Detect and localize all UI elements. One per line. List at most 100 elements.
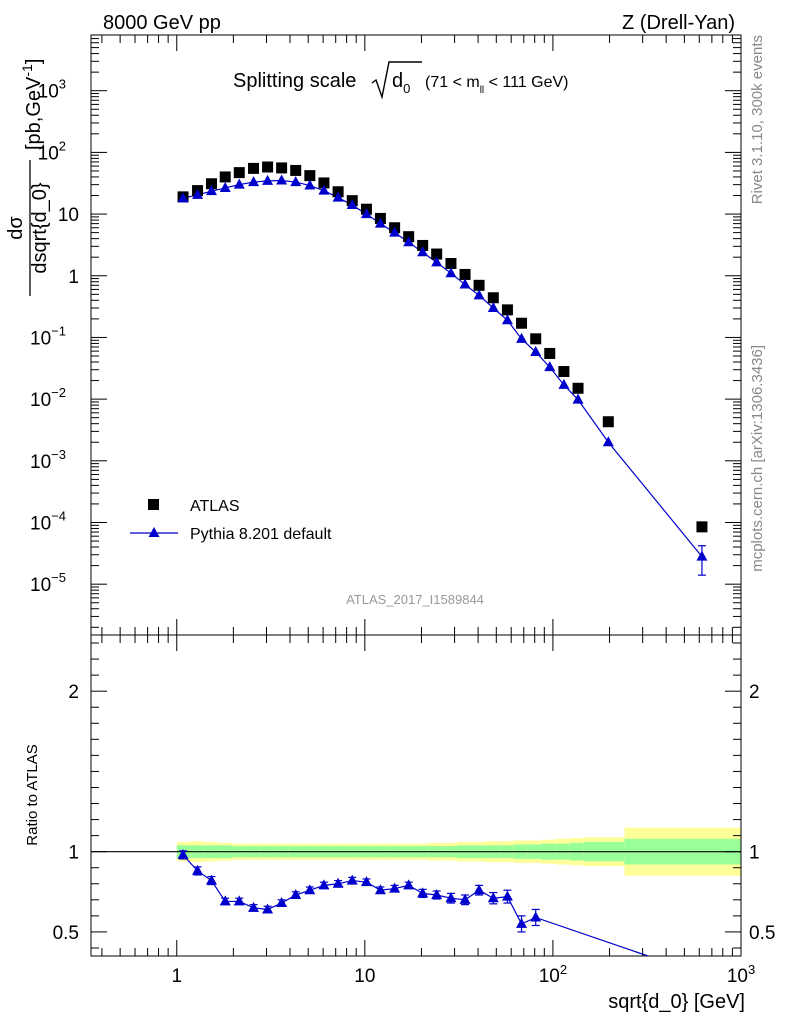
pythia-marker xyxy=(530,346,542,357)
atlas-marker xyxy=(219,171,231,183)
pythia-marker xyxy=(431,256,443,267)
pythia-marker xyxy=(572,393,584,404)
atlas-marker xyxy=(233,167,245,179)
atlas-marker xyxy=(696,521,708,533)
ratio-marker xyxy=(374,884,386,895)
ratio-y-tick-label-left: 1 xyxy=(68,843,79,864)
pythia-marker xyxy=(205,185,217,196)
pythia-marker xyxy=(374,217,386,228)
atlas-marker xyxy=(501,304,513,316)
atlas-marker xyxy=(262,161,274,173)
ratio-marker xyxy=(304,884,316,895)
atlas-marker xyxy=(205,178,217,190)
ratio-marker xyxy=(417,887,429,898)
atlas-marker xyxy=(445,258,457,270)
ratio-marker xyxy=(177,848,189,859)
ratio-marker xyxy=(248,901,260,912)
x-tick-label: 1 xyxy=(171,966,182,987)
analysis-id: ATLAS_2017_I1589844 xyxy=(346,592,484,607)
ratio-marker xyxy=(389,882,401,893)
pythia-marker xyxy=(248,176,260,187)
pythia-marker xyxy=(558,378,570,389)
pythia-marker xyxy=(177,192,189,203)
y-tick-label: 10−4 xyxy=(30,508,66,534)
ratio-marker xyxy=(290,889,302,900)
pythia-marker xyxy=(233,178,245,189)
pythia-marker xyxy=(290,176,302,187)
ratio-marker xyxy=(516,917,528,928)
atlas-marker xyxy=(318,177,330,189)
y-tick-label: 1 xyxy=(68,267,79,288)
ratio-marker xyxy=(530,911,542,922)
y-axis-label-unit: [pb,GeV-1] xyxy=(19,59,45,150)
pythia-marker xyxy=(501,314,513,325)
legend-atlas-marker xyxy=(148,499,159,510)
ratio-y-tick-label-left: 0.5 xyxy=(53,923,79,944)
plot-title: Splitting scale d0 (71 < mll < 111 GeV) xyxy=(233,61,568,100)
ratio-marker xyxy=(360,876,372,887)
atlas-marker xyxy=(473,279,485,291)
ratio-marker xyxy=(192,864,204,875)
ratio-y-tick-label-left: 2 xyxy=(68,682,79,703)
atlas-marker xyxy=(248,162,260,174)
ratio-marker xyxy=(262,903,274,914)
y-tick-label: 10−3 xyxy=(30,447,66,473)
pythia-marker xyxy=(516,332,528,343)
ratio-marker xyxy=(487,892,499,903)
legend-pythia-label: Pythia 8.201 default xyxy=(190,526,332,543)
pythia-marker xyxy=(318,184,330,195)
atlas-marker xyxy=(431,248,443,260)
atlas-marker xyxy=(276,162,288,174)
y-tick-label: 10−1 xyxy=(30,323,66,349)
x-tick-label: 10 xyxy=(354,966,375,987)
atlas-marker xyxy=(290,164,302,176)
pythia-marker xyxy=(459,278,471,289)
pythia-marker xyxy=(192,188,204,199)
side-label-version: Rivet 3.1.10, 300k events xyxy=(749,35,766,204)
y-tick-label: 10 xyxy=(58,205,79,226)
pythia-marker xyxy=(473,289,485,300)
pythia-marker xyxy=(346,199,358,210)
ratio-marker xyxy=(276,897,288,908)
x-tick-label: 102 xyxy=(539,962,567,987)
ratio-marker xyxy=(346,874,358,885)
ratio-marker xyxy=(205,874,217,885)
pythia-marker xyxy=(487,302,499,313)
pythia-marker xyxy=(389,226,401,237)
ratio-marker xyxy=(219,895,231,906)
pythia-marker xyxy=(417,246,429,257)
main-frame xyxy=(90,34,742,636)
plot-title-text: Splitting scale xyxy=(233,70,356,92)
ratio-series xyxy=(177,848,649,956)
ratio-marker xyxy=(403,879,415,890)
ratio-marker xyxy=(459,893,471,904)
atlas-marker xyxy=(544,347,556,359)
ratio-plot-area xyxy=(91,827,741,876)
sqrt-symbol xyxy=(371,61,422,100)
ratio-marker xyxy=(445,892,457,903)
ratio-y-tick-label-right: 2 xyxy=(749,682,760,703)
ratio-y-tick-label-right: 1 xyxy=(749,843,760,864)
pythia-marker xyxy=(332,191,344,202)
ratio-marker xyxy=(501,890,513,901)
pythia-line xyxy=(182,179,703,557)
y-tick-label: 10−2 xyxy=(30,385,66,411)
side-label-source: mcplots.cern.ch [arXiv:1306.3436] xyxy=(749,345,766,572)
atlas-marker xyxy=(530,333,542,345)
y-axis-label-numerator: dσ xyxy=(5,216,27,240)
atlas-marker xyxy=(516,317,528,329)
pythia-marker xyxy=(602,436,614,447)
y-axis-label: dσ dsqrt{d_0} [pb,GeV-1] xyxy=(5,59,51,296)
atlas-marker xyxy=(572,382,584,394)
ratio-marker xyxy=(473,884,485,895)
pythia-marker xyxy=(262,174,274,185)
legend-atlas-label: ATLAS xyxy=(190,498,240,515)
atlas-marker xyxy=(459,268,471,280)
pythia-marker xyxy=(304,179,316,190)
pythia-marker xyxy=(696,550,708,561)
atlas-marker xyxy=(602,416,614,428)
ratio-y-tick-label-right: 0.5 xyxy=(749,923,775,944)
y-axis-label-denominator: dsqrt{d_0} xyxy=(29,182,51,274)
